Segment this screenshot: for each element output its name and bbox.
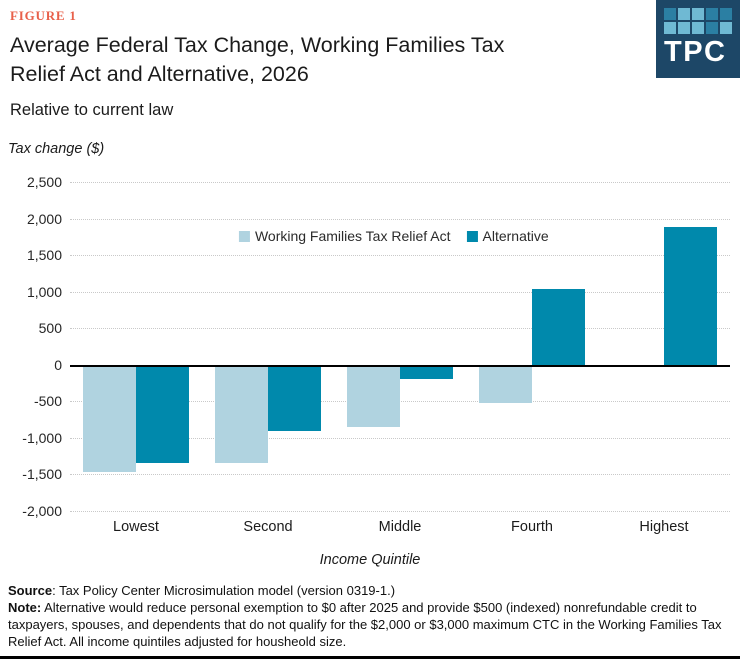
y-tick-label: -2,000 xyxy=(22,503,62,519)
gridline xyxy=(70,474,730,476)
tpc-logo-text: TPC xyxy=(664,36,727,68)
footnotes: Source: Tax Policy Center Microsimulatio… xyxy=(8,582,736,650)
y-tick-label: -1,500 xyxy=(22,466,62,483)
gridline xyxy=(70,218,730,220)
gridline xyxy=(70,291,730,293)
bar-fourth-alternative xyxy=(532,289,585,365)
logo-square xyxy=(678,8,690,20)
chart-title: Average Federal Tax Change, Working Fami… xyxy=(10,31,630,89)
logo-square xyxy=(706,22,718,34)
logo-square xyxy=(664,8,676,20)
bar-fourth-wftra xyxy=(479,364,532,403)
legend-swatch-icon xyxy=(238,230,250,242)
tpc-logo-squares xyxy=(664,8,732,34)
x-tick-label-fourth: Fourth xyxy=(511,519,553,535)
x-axis-title: Income Quintile xyxy=(319,552,421,568)
legend-item: Alternative xyxy=(466,228,549,244)
y-tick-label: 2,500 xyxy=(26,174,62,190)
y-tick-label: 500 xyxy=(38,320,62,337)
logo-square xyxy=(664,22,676,34)
y-tick-label: -500 xyxy=(33,393,62,410)
y-tick-label: 2,000 xyxy=(26,210,62,227)
y-axis-title: Tax change ($) xyxy=(8,141,105,157)
logo-square xyxy=(706,8,718,20)
tpc-logo: TPC xyxy=(656,0,740,78)
gridline xyxy=(70,328,730,330)
logo-square xyxy=(720,8,732,20)
x-axis-tick-labels: Lowest Second Middle Fourth Highest xyxy=(70,519,730,535)
gridline xyxy=(70,255,730,257)
bar-lowest-alternative xyxy=(136,364,189,464)
source-line: Source: Tax Policy Center Microsimulatio… xyxy=(8,582,736,599)
gridline xyxy=(70,401,730,403)
gridline xyxy=(70,511,730,512)
y-tick-label: -1,000 xyxy=(22,429,62,446)
note-text: Alternative would reduce personal exempt… xyxy=(8,600,722,649)
bar-highest-alternative xyxy=(664,227,717,365)
gridline xyxy=(70,437,730,439)
legend-item: Working Families Tax Relief Act xyxy=(238,228,451,244)
bar-second-alternative xyxy=(268,364,321,431)
x-tick-label-middle: Middle xyxy=(378,519,422,535)
logo-square xyxy=(720,22,732,34)
source-label: Source xyxy=(8,583,53,598)
legend-label: Alternative xyxy=(482,228,549,244)
source-text: : Tax Policy Center Microsimulation mode… xyxy=(52,583,396,598)
chart-subtitle: Relative to current law xyxy=(10,101,174,119)
chart-title-line1: Average Federal Tax Change, Working Fami… xyxy=(10,33,505,57)
legend-label: Working Families Tax Relief Act xyxy=(254,228,451,244)
logo-square xyxy=(678,22,690,34)
zero-baseline xyxy=(70,364,730,367)
bar-lowest-wftra xyxy=(83,364,136,473)
x-tick-label-highest: Highest xyxy=(639,519,689,535)
bar-middle-wftra xyxy=(347,364,400,427)
legend-swatch-icon xyxy=(466,230,478,242)
bar-middle-alternative xyxy=(400,364,453,379)
bar-second-wftra xyxy=(215,364,268,463)
logo-square xyxy=(692,22,704,34)
x-tick-label-lowest: Lowest xyxy=(113,519,159,535)
x-tick-label-second: Second xyxy=(243,519,293,535)
gridline xyxy=(70,182,730,183)
y-tick-label: 1,500 xyxy=(26,247,62,264)
figure-label: FIGURE 1 xyxy=(10,8,77,23)
logo-square xyxy=(692,8,704,20)
y-tick-label: 1,000 xyxy=(26,283,62,300)
note-label: Note: xyxy=(8,600,42,615)
y-tick-label: 0 xyxy=(54,356,62,373)
note-line: Note: Alternative would reduce personal … xyxy=(8,599,736,650)
chart-legend: Working Families Tax Relief Act Alternati… xyxy=(238,228,549,244)
bar-chart-plot-area: Working Families Tax Relief Act Alternati… xyxy=(70,182,730,512)
chart-title-line2: Relief Act and Alternative, 2026 xyxy=(10,62,309,86)
